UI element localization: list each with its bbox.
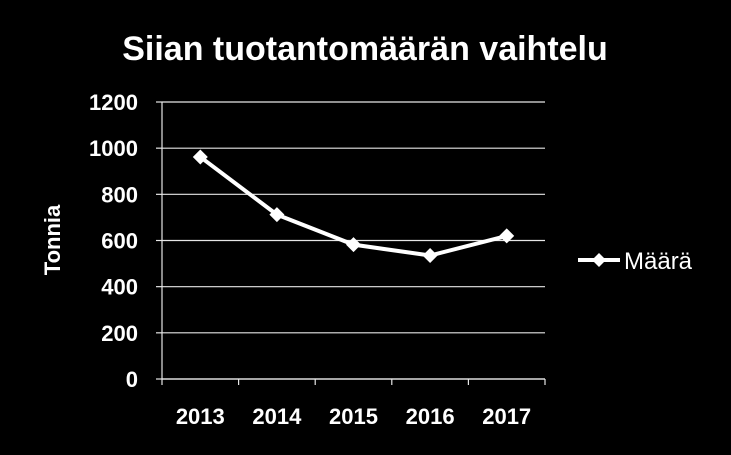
- x-tick-label-2016: 2016: [406, 404, 455, 429]
- y-axis-label: Tonnia: [40, 204, 65, 275]
- y-tick-label: 400: [101, 275, 138, 300]
- legend-label: Määrä: [624, 248, 693, 275]
- data-point-2016: [422, 248, 438, 264]
- legend-marker-diamond-icon: [592, 253, 606, 267]
- y-tick-label: 1200: [89, 90, 138, 115]
- chart-title: Siian tuotantomäärän vaihtelu: [122, 30, 608, 68]
- y-tick-label: 600: [101, 229, 138, 254]
- data-point-2017: [499, 228, 515, 244]
- y-tick-label: 1000: [89, 136, 138, 161]
- x-tick-label-2013: 2013: [176, 404, 225, 429]
- legend: Määrä: [578, 248, 693, 275]
- data-point-2015: [346, 237, 361, 253]
- data-point-2013: [192, 149, 208, 165]
- y-tick-labels: 0 200 400 600 800 1000 1200: [89, 90, 138, 392]
- series-points: [192, 149, 515, 264]
- x-tick-label-2017: 2017: [482, 404, 531, 429]
- x-tick-labels: 2013 2014 2015 2016 2017: [176, 404, 531, 429]
- x-tick-label-2014: 2014: [252, 404, 302, 429]
- data-point-2014: [269, 207, 285, 223]
- y-tick-label: 0: [126, 367, 138, 392]
- gridlines: [156, 101, 546, 385]
- y-tick-label: 800: [101, 182, 138, 207]
- x-tick-label-2015: 2015: [329, 404, 378, 429]
- y-tick-label: 200: [101, 321, 138, 346]
